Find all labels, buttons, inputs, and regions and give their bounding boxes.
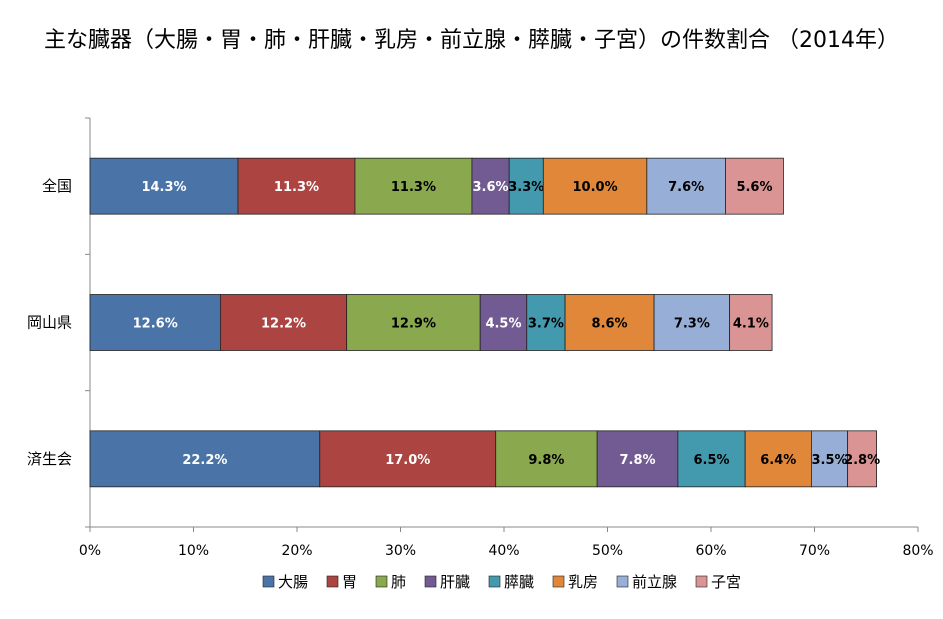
legend-label: 乳房	[568, 573, 598, 591]
data-label: 2.8%	[844, 453, 880, 468]
x-tick-label: 40%	[488, 543, 519, 559]
data-label: 17.0%	[385, 453, 430, 468]
bar-segment	[596, 430, 679, 488]
legend-label: 膵臓	[504, 573, 534, 591]
legend-item: 子宮	[695, 573, 741, 591]
x-tick-label: 30%	[385, 543, 416, 559]
legend-swatch	[552, 575, 565, 588]
data-label: 12.6%	[133, 317, 178, 332]
bar-segment	[542, 157, 648, 215]
bar-segment	[677, 430, 746, 488]
legend-label: 大腸	[278, 573, 308, 591]
legend-item: 前立腺	[616, 573, 677, 591]
bar-segment	[354, 157, 473, 215]
data-label: 11.3%	[391, 180, 436, 195]
data-label: 4.1%	[733, 317, 769, 332]
legend-swatch	[375, 575, 388, 588]
bar-segment	[729, 294, 773, 351]
bar-segment	[89, 294, 221, 351]
bar-segment	[346, 294, 481, 351]
data-label: 22.2%	[182, 453, 227, 468]
legend-swatch	[326, 575, 339, 588]
category-label: 岡山県	[27, 314, 72, 332]
data-label: 12.2%	[261, 317, 306, 332]
bars: 14.3% 11.3% 11.3% 3.6% 3.3% 10.0% 7.6% 5.6% 12.6…	[89, 157, 880, 488]
bar-segment	[564, 294, 655, 351]
bar-segment	[89, 157, 239, 215]
bar-segment	[653, 294, 731, 351]
legend-label: 胃	[342, 573, 357, 591]
legend-item: 肝臓	[424, 573, 470, 591]
legend-swatch	[424, 575, 437, 588]
data-label: 8.6%	[592, 317, 628, 332]
data-label: 5.6%	[736, 180, 772, 195]
legend-item: 膵臓	[488, 573, 534, 591]
legend-label: 肺	[391, 573, 406, 591]
legend-swatch	[616, 575, 629, 588]
bar-segment	[220, 294, 348, 351]
data-label: 7.3%	[674, 317, 710, 332]
legend-item: 大腸	[262, 573, 308, 591]
data-label: 3.5%	[811, 453, 847, 468]
bar-segment	[847, 430, 877, 488]
x-tick-label: 60%	[695, 543, 726, 559]
data-label: 4.5%	[485, 317, 521, 332]
data-label: 10.0%	[573, 180, 618, 195]
data-label: 12.9%	[391, 317, 436, 332]
legend-label: 前立腺	[632, 573, 677, 591]
bar-segment	[725, 157, 784, 215]
bar-segment	[508, 157, 544, 215]
chart-title: 主な臓器（大腸・胃・肺・肝臓・乳房・前立腺・膵臓・子宮）の件数割合 （2014年…	[44, 28, 899, 53]
category-label: 全国	[42, 177, 72, 195]
legend-label: 子宮	[711, 573, 741, 591]
x-tick-label: 70%	[799, 543, 830, 559]
data-label: 6.5%	[693, 453, 729, 468]
data-label: 7.6%	[668, 180, 704, 195]
bar-segment	[471, 157, 510, 215]
data-label: 9.8%	[528, 453, 564, 468]
legend-item: 乳房	[552, 573, 598, 591]
legend-swatch	[695, 575, 708, 588]
legend-item: 肺	[375, 573, 406, 591]
x-tick-label: 80%	[902, 543, 933, 559]
data-label: 3.3%	[508, 180, 544, 195]
data-label: 14.3%	[141, 180, 186, 195]
data-label: 11.3%	[274, 180, 319, 195]
category-label: 済生会	[27, 450, 72, 468]
legend-swatch	[262, 575, 275, 588]
bar-segment	[319, 430, 497, 488]
legend-swatch	[488, 575, 501, 588]
bar-segment	[89, 430, 321, 488]
data-label: 3.7%	[528, 317, 564, 332]
data-label: 7.8%	[619, 453, 655, 468]
bar-segment	[237, 157, 356, 215]
x-tick-label: 0%	[79, 543, 101, 559]
data-label: 3.6%	[473, 180, 509, 195]
x-tick-label: 10%	[178, 543, 209, 559]
bar-segment	[479, 294, 528, 351]
legend-item: 胃	[326, 573, 357, 591]
legend-label: 肝臓	[440, 573, 470, 591]
legend: 大腸 胃 肺 肝臓 膵臓 乳房 前立腺 子宮	[262, 573, 741, 591]
data-label: 6.4%	[760, 453, 796, 468]
x-tick-label: 50%	[592, 543, 623, 559]
bar-segment	[810, 430, 849, 488]
bar-segment	[646, 157, 726, 215]
x-tick-label: 20%	[281, 543, 312, 559]
